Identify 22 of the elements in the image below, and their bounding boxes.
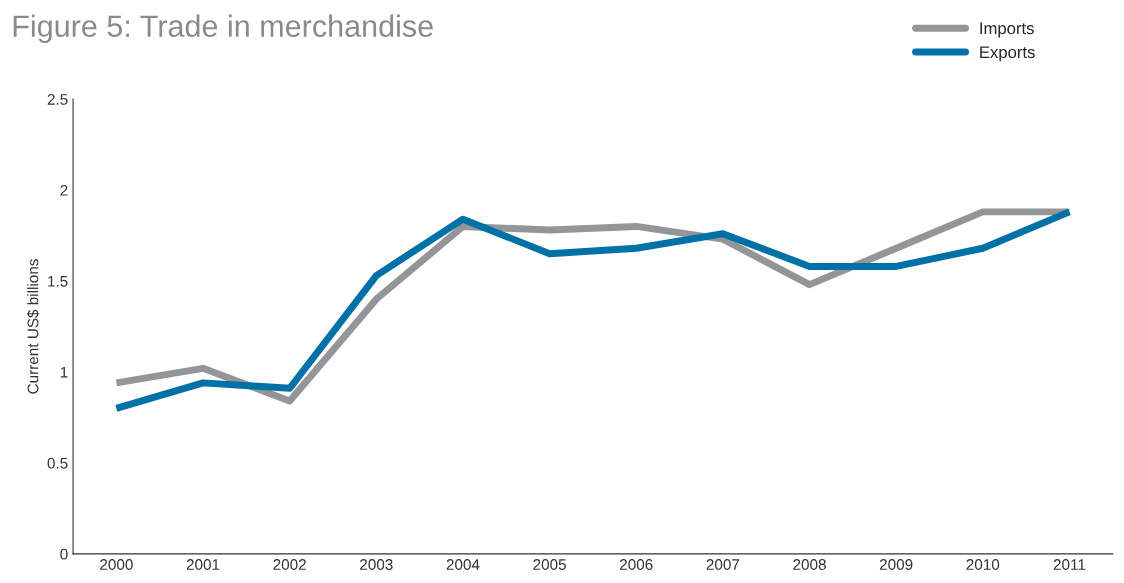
y-tick-label: 2 <box>60 184 68 196</box>
legend-label: Exports <box>980 46 1035 62</box>
x-tick-label: 2010 <box>966 559 1000 570</box>
x-tick-label: 2002 <box>273 559 306 570</box>
x-tick-label: 2000 <box>100 559 133 570</box>
x-tick-label: 2007 <box>706 559 740 570</box>
x-tick-label: 2005 <box>533 559 566 570</box>
x-tick-label: 2004 <box>446 559 480 570</box>
x-tick-label: 2001 <box>186 559 220 570</box>
x-tick-label: 2006 <box>620 559 653 570</box>
y-tick-label: 2.5 <box>47 93 68 105</box>
x-tick-label: 2009 <box>879 559 913 570</box>
y-tick-label: 0.5 <box>47 457 68 469</box>
x-tick-label: 2003 <box>360 559 393 570</box>
y-axis-title: Current US$ billions <box>26 259 40 394</box>
y-tick-label: 1 <box>60 366 68 378</box>
y-tick-label: 0 <box>60 548 68 560</box>
chart-title: Figure 5: Trade in merchandise <box>13 14 433 44</box>
x-tick-label: 2011 <box>1053 559 1086 570</box>
legend-label: Imports <box>980 22 1034 38</box>
y-tick-label: 1.5 <box>48 276 68 287</box>
x-tick-label: 2008 <box>793 559 826 570</box>
